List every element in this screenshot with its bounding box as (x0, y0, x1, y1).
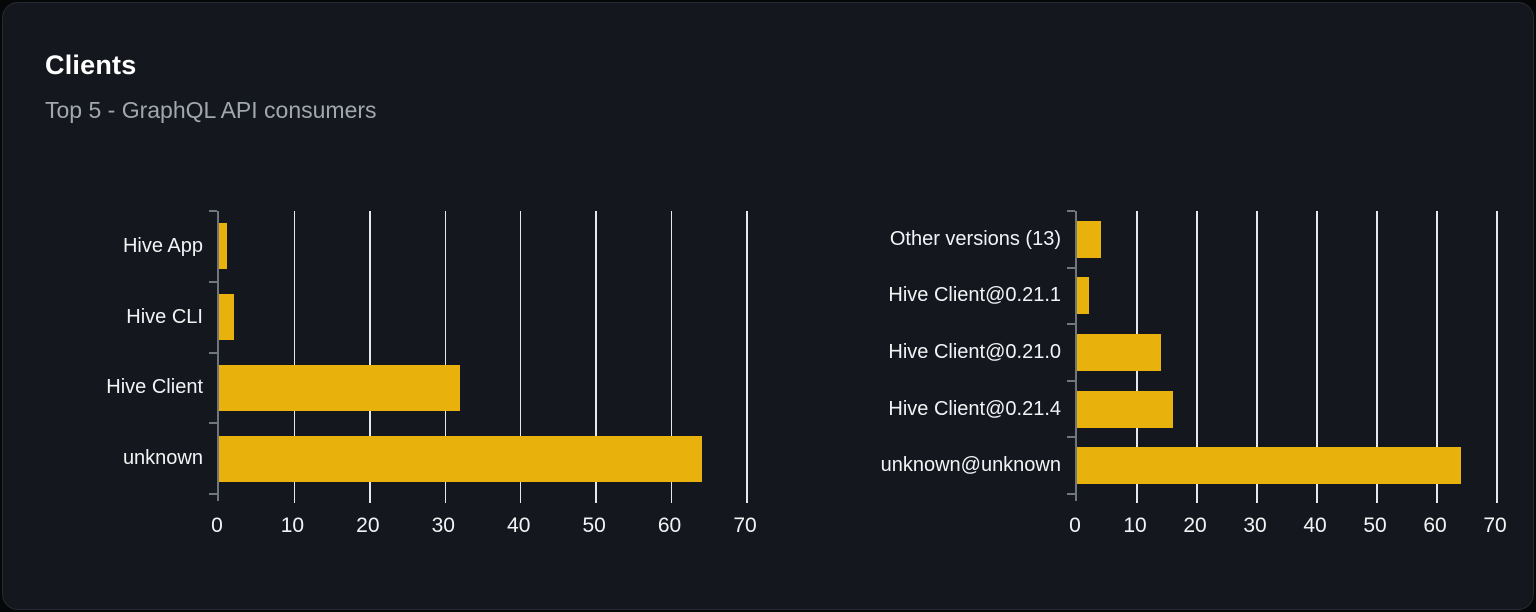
x-axis-tick-label: 70 (1483, 514, 1507, 537)
gridline (1496, 211, 1498, 503)
gridline (670, 211, 673, 503)
x-axis-tick-label: 0 (1069, 514, 1081, 537)
x-axis-tick-label: 30 (431, 514, 455, 537)
plot-area (1067, 210, 1498, 503)
x-axis-tick-label: 50 (582, 514, 606, 537)
bar[interactable] (1077, 447, 1461, 485)
gridline (519, 211, 522, 503)
y-axis-tick (1067, 323, 1075, 326)
gridline (444, 211, 447, 503)
clients-by-name-chart: Hive App Hive CLI Hive Client unknown 0 10 20 3… (45, 210, 771, 551)
x-axis-tick-label: 10 (280, 514, 305, 537)
y-axis-tick (1067, 379, 1075, 382)
card-subtitle: Top 5 - GraphQL API consumers (45, 96, 377, 123)
category-label: Hive Client@0.21.4 (888, 397, 1061, 420)
x-axis-tick-label: 60 (1423, 514, 1447, 537)
x-axis-tick-label: 50 (1363, 514, 1387, 537)
category-label: Hive Client@0.21.1 (888, 284, 1061, 307)
gridline (1196, 211, 1198, 503)
y-axis-tick (1067, 493, 1075, 495)
x-axis-tick-label: 60 (657, 514, 682, 537)
bar[interactable] (219, 435, 702, 482)
y-axis-tick (209, 210, 217, 212)
y-axis-tick (1067, 436, 1075, 439)
x-axis-tick-label: 20 (356, 514, 380, 537)
bar[interactable] (219, 364, 461, 411)
x-axis: 0 10 20 30 40 50 60 70 (1069, 494, 1507, 542)
bar[interactable] (1077, 220, 1101, 258)
y-axis-tick (209, 422, 217, 425)
category-label: Hive Client@0.21.0 (888, 340, 1061, 363)
bar[interactable] (1077, 334, 1161, 371)
y-axis-tick (1067, 266, 1075, 269)
card-title: Clients (45, 50, 137, 80)
gridline (1256, 211, 1258, 503)
category-label: Other versions (13) (889, 227, 1061, 250)
x-axis-tick-label: 70 (733, 514, 757, 537)
y-axis-tick (209, 351, 217, 354)
category-label: Hive Client (106, 376, 203, 399)
x-axis-tick-label: 0 (211, 514, 223, 537)
gridline (1436, 211, 1438, 503)
y-axis-line (1075, 494, 1077, 501)
category-label: unknown@unknown (880, 454, 1061, 477)
category-label: unknown (122, 447, 203, 470)
bar[interactable] (1077, 277, 1089, 315)
y-axis-tick (209, 280, 217, 283)
y-axis-tick (209, 493, 217, 495)
bar[interactable] (219, 294, 235, 341)
gridline (746, 211, 748, 503)
bar[interactable] (1077, 390, 1173, 428)
bar[interactable] (219, 223, 227, 270)
clients-by-version-chart: Other versions (13) Hive Client@0.21.1 Hiv… (771, 210, 1507, 551)
category-label: Hive CLI (126, 305, 203, 328)
x-axis-tick-label: 40 (507, 514, 531, 537)
x-axis-tick-label: 30 (1243, 514, 1267, 537)
x-axis-tick-label: 40 (1303, 514, 1327, 537)
gridline (1316, 211, 1318, 503)
gridline (1376, 211, 1378, 503)
gridline (293, 211, 296, 503)
gridline (369, 211, 371, 503)
category-label: Hive App (122, 234, 203, 257)
gridline (595, 211, 597, 503)
y-axis-line (217, 494, 219, 501)
plot-area (209, 210, 748, 503)
y-axis-tick (1067, 210, 1075, 212)
charts-row: Hive App Hive CLI Hive Client unknown 0 10 20 3… (45, 210, 1507, 551)
x-axis-tick-label: 20 (1183, 514, 1207, 537)
x-axis-tick-label: 10 (1123, 514, 1147, 537)
card-header: Clients Top 5 - GraphQL API consumers (45, 50, 377, 124)
x-axis: 0 10 20 30 40 50 60 70 (211, 494, 757, 542)
